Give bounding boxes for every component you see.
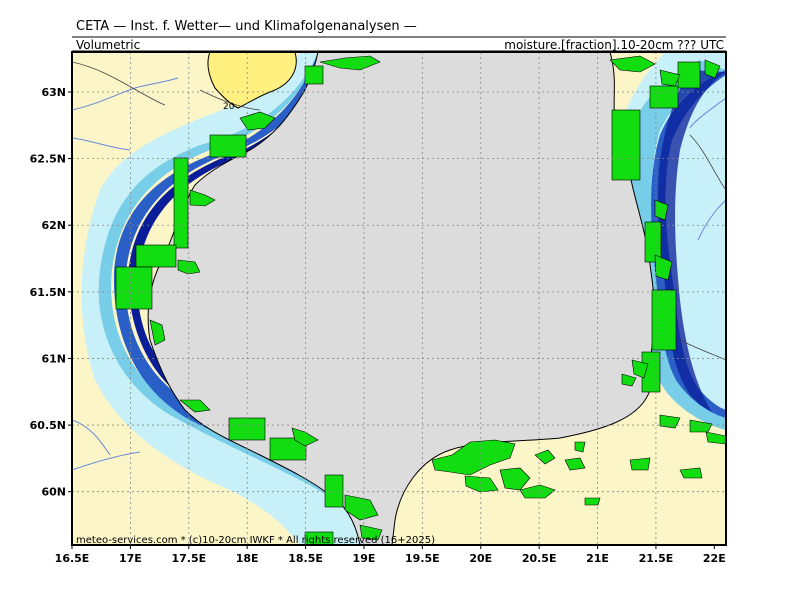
chart-title: CETA — Inst. f. Wetter— und Klimafolgena…	[76, 19, 417, 34]
lon-tick-label: 21.5E	[639, 552, 674, 565]
graticule	[72, 52, 726, 545]
lat-tick-label: 60N	[41, 486, 66, 499]
footer-credit: meteo-services.com * (c)10-20cm IWKF * A…	[76, 535, 435, 546]
lat-tick-label: 62.5N	[30, 153, 66, 166]
lon-tick-label: 20.5E	[522, 552, 557, 565]
contour-label: 20	[223, 102, 235, 112]
lat-tick-label: 61N	[41, 352, 66, 365]
variable-label: Volumetric	[76, 38, 141, 52]
lon-tick-label: 18E	[236, 552, 259, 565]
lon-tick-label: 21E	[586, 552, 609, 565]
lat-tick-label: 62N	[41, 219, 66, 232]
lon-tick-label: 18.5E	[288, 552, 323, 565]
lon-tick-label: 20E	[469, 552, 492, 565]
lat-tick-label: 61.5N	[30, 286, 66, 299]
lon-tick-label: 16.5E	[55, 552, 90, 565]
lon-tick-label: 19.5E	[405, 552, 440, 565]
lon-tick-label: 22E	[703, 552, 726, 565]
lon-axis: 16.5E 17E 17.5E 18E 18.5E 19E 19.5E 20E 20.5E 21E…	[55, 545, 726, 565]
highlight-land	[207, 52, 297, 109]
rivers	[72, 77, 726, 471]
lat-tick-label: 63N	[41, 86, 66, 99]
lat-axis: 60N 60.5N 61N 61.5N 62N 62.5N 63N	[30, 86, 72, 499]
map-body: 20 meteo-services.com * (c)10-20cm IWKF …	[72, 52, 726, 546]
lon-tick-label: 17.5E	[171, 552, 206, 565]
lat-tick-label: 60.5N	[30, 419, 66, 432]
map-frame	[71, 51, 727, 546]
lon-tick-label: 19E	[353, 552, 376, 565]
unit-time-label: moisture.[fraction].10-20cm ??? UTC	[504, 38, 724, 52]
lon-tick-label: 17E	[119, 552, 142, 565]
